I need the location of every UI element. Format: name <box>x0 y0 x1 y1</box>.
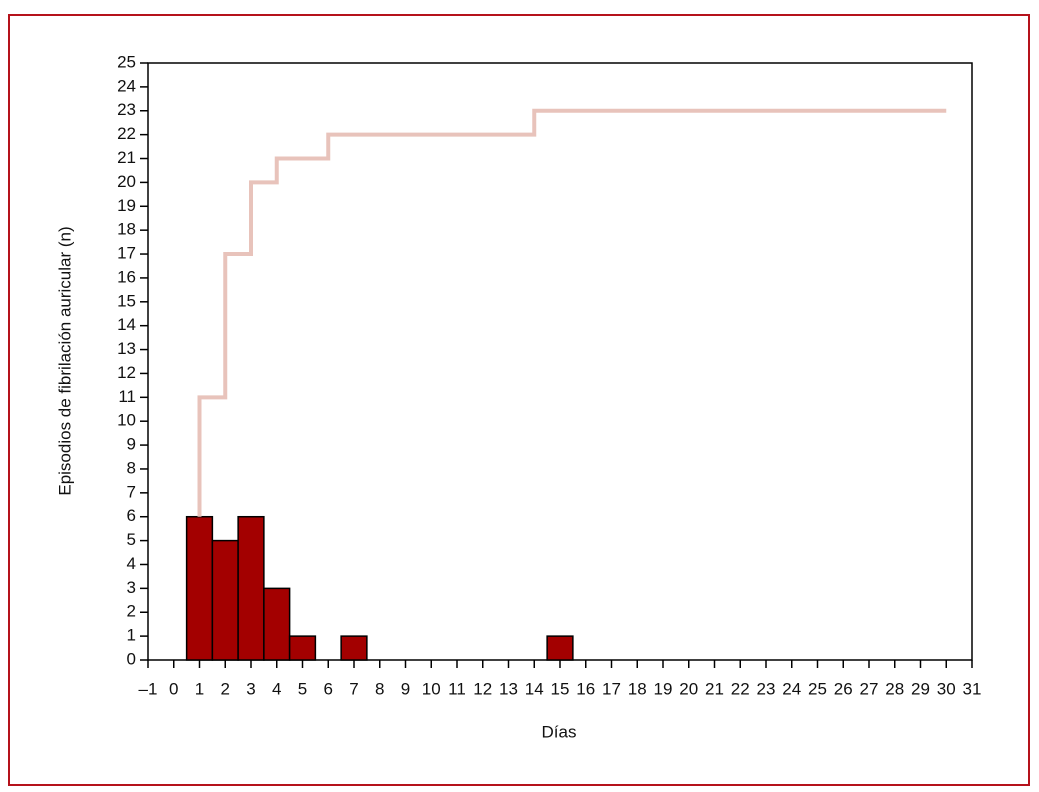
x-tick-label: 22 <box>731 679 750 698</box>
bar <box>288 635 317 661</box>
y-tick-label: 24 <box>117 76 136 95</box>
y-tick-label: 0 <box>127 649 136 668</box>
x-tick-label: 5 <box>298 679 307 698</box>
y-tick-label: 4 <box>127 554 136 573</box>
x-tick-label: 10 <box>422 679 441 698</box>
x-tick-label: 31 <box>963 679 982 698</box>
y-axis-label: Episodios de fibrilación auricular (n) <box>55 226 74 495</box>
y-tick-label: 18 <box>117 220 136 239</box>
bar <box>211 539 239 661</box>
x-tick-label: 20 <box>679 679 698 698</box>
x-tick-label: 1 <box>195 679 204 698</box>
y-tick-label: 25 <box>117 52 136 71</box>
x-tick-label: 28 <box>885 679 904 698</box>
x-tick-label: –1 <box>139 679 158 698</box>
y-tick-label: 3 <box>127 578 136 597</box>
x-tick-label: 14 <box>525 679 544 698</box>
y-tick-label: 12 <box>117 363 136 382</box>
x-tick-label: 23 <box>757 679 776 698</box>
bar <box>185 515 214 661</box>
y-tick-label: 6 <box>127 506 136 525</box>
x-tick-label: 13 <box>499 679 518 698</box>
x-tick-label: 2 <box>221 679 230 698</box>
x-tick-label: 30 <box>937 679 956 698</box>
bar <box>237 515 265 661</box>
y-tick-label: 5 <box>127 530 136 549</box>
x-tick-label: 9 <box>401 679 410 698</box>
bar <box>546 635 574 661</box>
y-tick-label: 22 <box>117 124 136 143</box>
x-tick-label: 27 <box>860 679 879 698</box>
y-tick-label: 21 <box>117 148 136 167</box>
x-tick-label: 16 <box>576 679 595 698</box>
x-tick-label: 21 <box>705 679 724 698</box>
x-tick-label: 7 <box>349 679 358 698</box>
y-tick-label: 9 <box>127 435 136 454</box>
x-tick-label: 0 <box>169 679 178 698</box>
y-tick-label: 8 <box>127 458 136 477</box>
y-tick-label: 1 <box>127 626 136 645</box>
bar <box>263 587 291 661</box>
y-tick-label: 13 <box>117 339 136 358</box>
y-tick-label: 11 <box>118 387 136 406</box>
x-tick-label: 15 <box>551 679 570 698</box>
y-tick-label: 17 <box>117 244 136 263</box>
cumulative-line <box>197 108 947 517</box>
y-tick-label: 10 <box>117 411 136 430</box>
x-tick-label: 26 <box>834 679 853 698</box>
x-tick-label: 4 <box>272 679 281 698</box>
x-tick-label: 19 <box>654 679 673 698</box>
frame <box>8 14 1030 786</box>
bar <box>340 635 368 661</box>
x-tick-label: 25 <box>808 679 827 698</box>
x-tick-label: 17 <box>602 679 621 698</box>
x-tick-label: 11 <box>448 679 466 698</box>
x-tick-label: 24 <box>782 679 801 698</box>
x-axis-label: Días <box>542 722 577 741</box>
y-tick-label: 16 <box>117 267 136 286</box>
y-tick-label: 20 <box>117 172 136 191</box>
x-tick-label: 8 <box>375 679 384 698</box>
plot-frame <box>147 62 973 661</box>
y-tick-label: 15 <box>117 291 136 310</box>
y-tick-label: 7 <box>127 482 136 501</box>
x-tick-label: 3 <box>246 679 255 698</box>
y-tick-label: 14 <box>117 315 136 334</box>
y-tick-label: 19 <box>117 196 136 215</box>
x-tick-label: 12 <box>473 679 492 698</box>
x-tick-label: 18 <box>628 679 647 698</box>
x-tick-label: 29 <box>911 679 930 698</box>
y-tick-label: 23 <box>117 100 136 119</box>
y-tick-label: 2 <box>127 602 136 621</box>
x-tick-label: 6 <box>324 679 333 698</box>
